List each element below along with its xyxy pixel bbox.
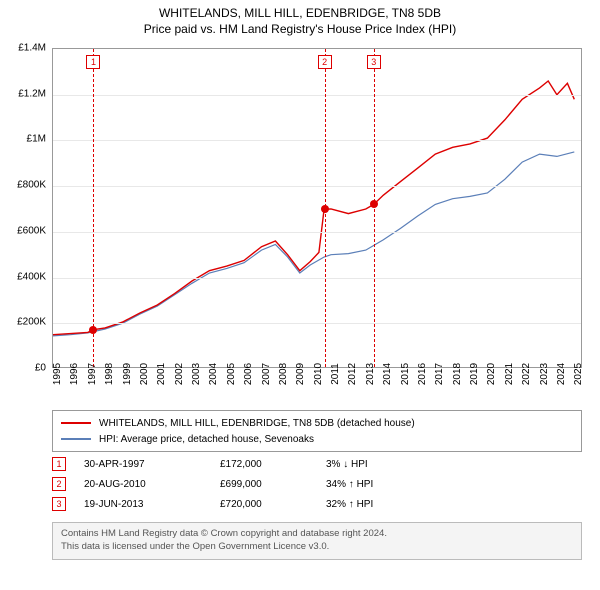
attribution-footer: Contains HM Land Registry data © Crown c… xyxy=(52,522,582,560)
x-tick-label: 2020 xyxy=(486,363,497,385)
x-tick-label: 2002 xyxy=(174,363,185,385)
y-tick-label: £800K xyxy=(0,180,46,191)
x-tick-label: 2021 xyxy=(504,363,515,385)
gridline-h xyxy=(53,278,581,279)
x-tick-label: 2013 xyxy=(365,363,376,385)
x-tick-label: 2008 xyxy=(278,363,289,385)
y-tick-label: £0 xyxy=(0,363,46,374)
x-tick-label: 1998 xyxy=(104,363,115,385)
title-address: WHITELANDS, MILL HILL, EDENBRIDGE, TN8 5… xyxy=(0,6,600,20)
legend-label: HPI: Average price, detached house, Seve… xyxy=(99,434,314,445)
y-tick-label: £600K xyxy=(0,225,46,236)
transaction-dot xyxy=(89,326,97,334)
x-tick-label: 2004 xyxy=(208,363,219,385)
legend-row: WHITELANDS, MILL HILL, EDENBRIDGE, TN8 5… xyxy=(61,415,573,431)
marker-label-box: 2 xyxy=(318,55,332,69)
transactions-table: 1 30-APR-1997 £172,000 3% ↓ HPI 2 20-AUG-2010… xyxy=(52,454,582,514)
x-tick-label: 2007 xyxy=(261,363,272,385)
legend-row: HPI: Average price, detached house, Seve… xyxy=(61,431,573,447)
gridline-h xyxy=(53,323,581,324)
marker-label-box: 3 xyxy=(367,55,381,69)
x-tick-label: 2019 xyxy=(469,363,480,385)
transaction-delta: 3% ↓ HPI xyxy=(326,459,446,470)
y-tick-label: £1.2M xyxy=(0,88,46,99)
legend-box: WHITELANDS, MILL HILL, EDENBRIDGE, TN8 5… xyxy=(52,410,582,452)
x-tick-label: 1997 xyxy=(87,363,98,385)
title-block: WHITELANDS, MILL HILL, EDENBRIDGE, TN8 5… xyxy=(0,0,600,36)
transaction-dot xyxy=(321,205,329,213)
x-tick-label: 2003 xyxy=(191,363,202,385)
series-svg xyxy=(53,49,582,368)
transaction-row: 1 30-APR-1997 £172,000 3% ↓ HPI xyxy=(52,454,582,474)
x-tick-label: 2022 xyxy=(521,363,532,385)
series-line xyxy=(53,81,574,335)
legend-label: WHITELANDS, MILL HILL, EDENBRIDGE, TN8 5… xyxy=(99,418,415,429)
transaction-date: 19-JUN-2013 xyxy=(84,499,214,510)
transaction-date: 30-APR-1997 xyxy=(84,459,214,470)
footer-line-1: Contains HM Land Registry data © Crown c… xyxy=(61,528,573,541)
y-tick-label: £200K xyxy=(0,317,46,328)
x-tick-label: 1995 xyxy=(52,363,63,385)
plot-area: 1 2 3 xyxy=(52,48,582,368)
y-tick-label: £400K xyxy=(0,271,46,282)
x-tick-label: 2016 xyxy=(417,363,428,385)
x-tick-label: 2001 xyxy=(156,363,167,385)
transaction-number-box: 1 xyxy=(52,457,66,471)
gridline-h xyxy=(53,186,581,187)
marker-label-box: 1 xyxy=(86,55,100,69)
plot-wrap: 123 £0£200K£400K£600K£800K£1M£1.2M£1.4M1… xyxy=(52,48,582,368)
transaction-delta: 32% ↑ HPI xyxy=(326,499,446,510)
transaction-price: £720,000 xyxy=(220,499,320,510)
transaction-number-box: 2 xyxy=(52,477,66,491)
chart-container: WHITELANDS, MILL HILL, EDENBRIDGE, TN8 5… xyxy=(0,0,600,590)
x-tick-label: 1999 xyxy=(122,363,133,385)
transaction-price: £699,000 xyxy=(220,479,320,490)
x-tick-label: 2012 xyxy=(347,363,358,385)
gridline-h xyxy=(53,140,581,141)
gridline-h xyxy=(53,95,581,96)
transaction-date: 20-AUG-2010 xyxy=(84,479,214,490)
x-tick-label: 2015 xyxy=(400,363,411,385)
transaction-number-box: 3 xyxy=(52,497,66,511)
x-tick-label: 2024 xyxy=(556,363,567,385)
title-subtitle: Price paid vs. HM Land Registry's House … xyxy=(0,22,600,36)
series-line xyxy=(53,152,574,336)
x-tick-label: 2000 xyxy=(139,363,150,385)
x-tick-label: 2017 xyxy=(434,363,445,385)
x-tick-label: 2005 xyxy=(226,363,237,385)
transaction-row: 3 19-JUN-2013 £720,000 32% ↑ HPI xyxy=(52,494,582,514)
x-tick-label: 2010 xyxy=(313,363,324,385)
legend-swatch xyxy=(61,422,91,424)
x-tick-label: 2025 xyxy=(573,363,584,385)
footer-line-2: This data is licensed under the Open Gov… xyxy=(61,541,573,554)
y-tick-label: £1M xyxy=(0,134,46,145)
x-tick-label: 1996 xyxy=(69,363,80,385)
legend-swatch xyxy=(61,438,91,440)
x-tick-label: 2014 xyxy=(382,363,393,385)
transaction-row: 2 20-AUG-2010 £699,000 34% ↑ HPI xyxy=(52,474,582,494)
transaction-price: £172,000 xyxy=(220,459,320,470)
x-tick-label: 2009 xyxy=(295,363,306,385)
x-tick-label: 2023 xyxy=(539,363,550,385)
transaction-delta: 34% ↑ HPI xyxy=(326,479,446,490)
y-tick-label: £1.4M xyxy=(0,43,46,54)
marker-line xyxy=(93,49,94,367)
transaction-dot xyxy=(370,200,378,208)
x-tick-label: 2011 xyxy=(330,363,341,385)
x-tick-label: 2006 xyxy=(243,363,254,385)
gridline-h xyxy=(53,232,581,233)
x-tick-label: 2018 xyxy=(452,363,463,385)
